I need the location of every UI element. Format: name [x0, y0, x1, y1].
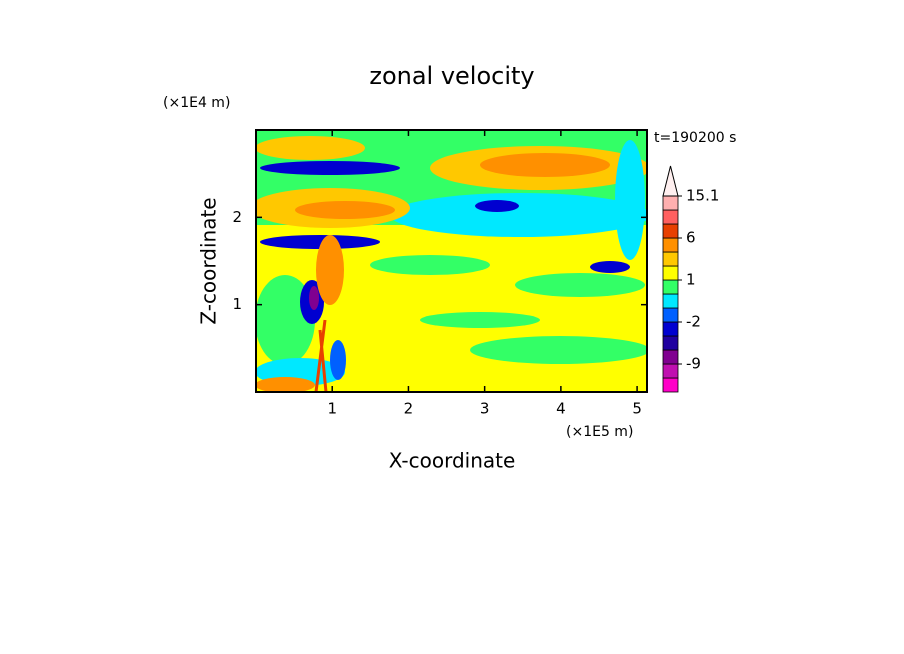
colorbar-tick-label: 15.1 — [686, 187, 719, 205]
x-tick-label: 4 — [556, 400, 566, 418]
y-tick-label: 1 — [232, 295, 242, 313]
colorbar-segment — [662, 335, 679, 351]
y-axis-label: Z-coordinate — [197, 197, 221, 324]
x-tick-label: 1 — [327, 400, 337, 418]
x-tick-label: 2 — [404, 400, 414, 418]
contour-field — [256, 130, 647, 392]
field-region — [316, 235, 344, 305]
chart-title: zonal velocity — [369, 62, 534, 90]
x-axis-label: X-coordinate — [389, 449, 516, 473]
field-region — [295, 201, 395, 219]
time-label: t=190200 s — [654, 130, 736, 146]
colorbar-tick-label: 6 — [686, 229, 696, 247]
y-tick-label: 2 — [232, 208, 242, 226]
colorbar-tick-label: 1 — [686, 271, 696, 289]
x-tick-label: 3 — [480, 400, 490, 418]
colorbar-segment — [662, 265, 679, 281]
field-region — [309, 286, 319, 310]
field-region — [390, 193, 647, 237]
colorbar-segment — [662, 293, 679, 309]
colorbar-segment — [662, 195, 679, 211]
x-unit: (×1E5 m) — [566, 424, 633, 440]
colorbar-segment — [662, 363, 679, 379]
field-region — [256, 275, 315, 365]
colorbar-extension — [662, 165, 679, 197]
colorbar-segment — [662, 349, 679, 365]
field-region — [256, 377, 315, 392]
field-region — [256, 136, 365, 160]
colorbar-segment — [662, 251, 679, 267]
field-region — [314, 319, 328, 392]
field-region — [420, 312, 540, 328]
field-region — [470, 336, 647, 364]
colorbar-segment — [662, 307, 679, 323]
field-region — [515, 273, 645, 297]
colorbar-segment — [662, 377, 679, 393]
field-region — [330, 340, 346, 380]
field-region — [590, 261, 630, 273]
colorbar-segment — [662, 237, 679, 253]
colorbar-segment — [662, 321, 679, 337]
colorbar-segment — [662, 209, 679, 225]
colorbar-tick-label: -2 — [686, 313, 701, 331]
field-region — [260, 235, 380, 249]
colorbar-segment — [662, 223, 679, 239]
plot-frame — [255, 129, 648, 393]
field-region — [370, 255, 490, 275]
field-region — [260, 161, 400, 175]
y-unit: (×1E4 m) — [163, 95, 230, 111]
field-region — [615, 140, 645, 260]
field-region — [475, 200, 519, 212]
field-region — [480, 153, 610, 177]
colorbar-segment — [662, 279, 679, 295]
x-tick-label: 5 — [632, 400, 642, 418]
colorbar-tick-label: -9 — [686, 355, 701, 373]
